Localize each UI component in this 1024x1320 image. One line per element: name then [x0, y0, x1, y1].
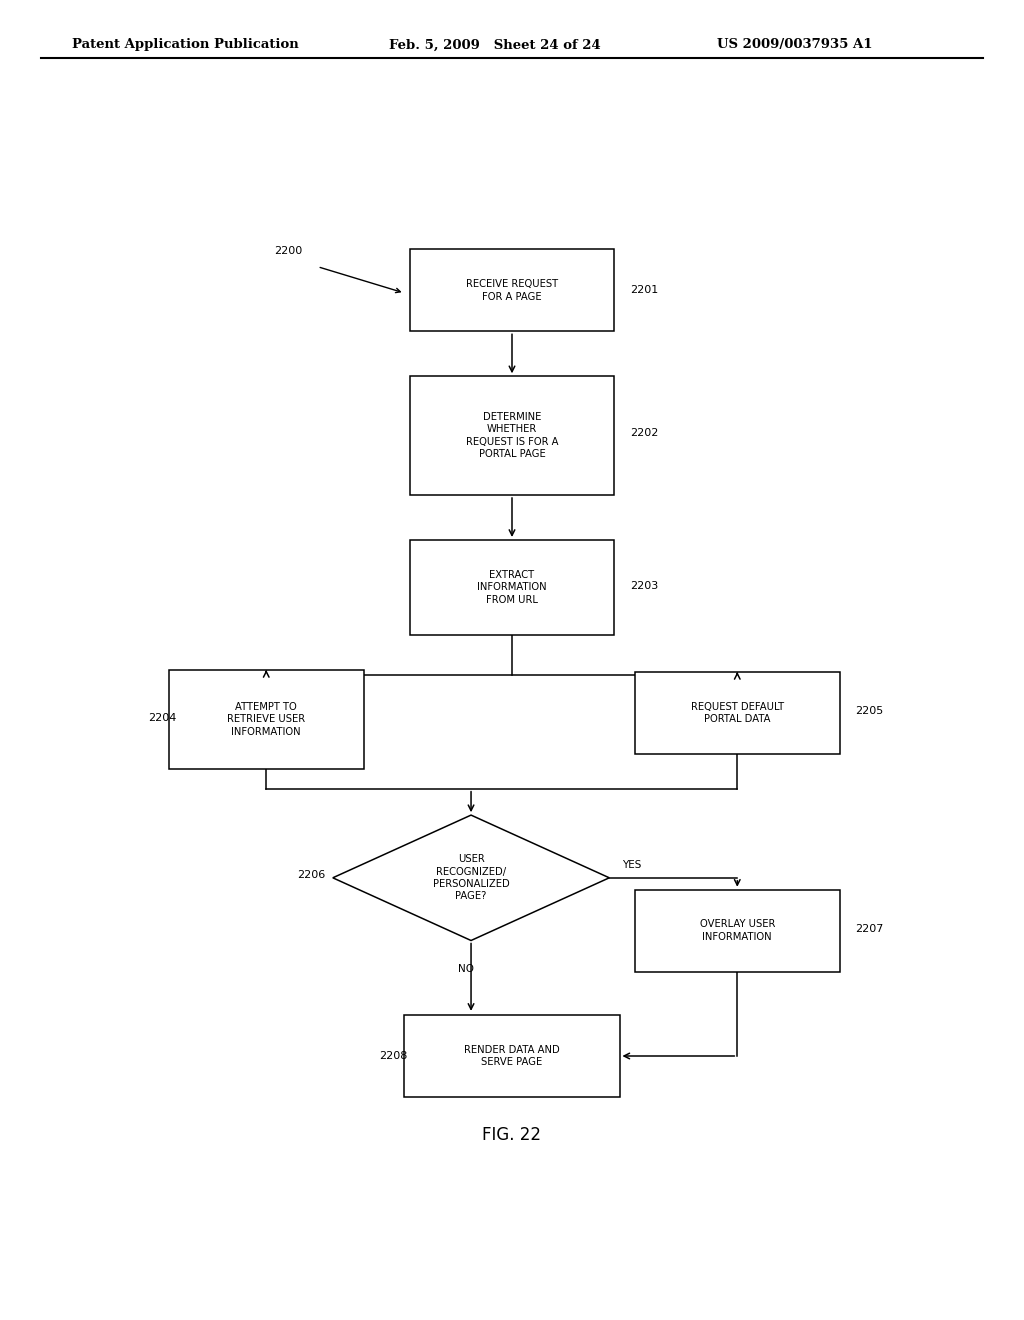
Bar: [635, 672, 840, 754]
Text: RECEIVE REQUEST
FOR A PAGE: RECEIVE REQUEST FOR A PAGE: [466, 280, 558, 301]
Text: 2201: 2201: [630, 285, 658, 296]
Text: Feb. 5, 2009   Sheet 24 of 24: Feb. 5, 2009 Sheet 24 of 24: [389, 38, 601, 51]
Text: 2200: 2200: [273, 246, 302, 256]
Text: DETERMINE
WHETHER
REQUEST IS FOR A
PORTAL PAGE: DETERMINE WHETHER REQUEST IS FOR A PORTA…: [466, 412, 558, 459]
Text: 2202: 2202: [630, 428, 658, 438]
Text: OVERLAY USER
INFORMATION: OVERLAY USER INFORMATION: [699, 920, 775, 941]
Bar: [169, 671, 364, 768]
Text: EXTRACT
INFORMATION
FROM URL: EXTRACT INFORMATION FROM URL: [477, 570, 547, 605]
Text: 2206: 2206: [297, 870, 326, 880]
Text: 2207: 2207: [855, 924, 884, 935]
Bar: [410, 249, 614, 331]
Text: RENDER DATA AND
SERVE PAGE: RENDER DATA AND SERVE PAGE: [464, 1045, 560, 1067]
Text: NO: NO: [458, 964, 474, 974]
Text: FIG. 22: FIG. 22: [482, 1126, 542, 1144]
Polygon shape: [333, 814, 609, 940]
Text: 2203: 2203: [630, 581, 658, 591]
Text: 2208: 2208: [379, 1051, 408, 1061]
Text: ATTEMPT TO
RETRIEVE USER
INFORMATION: ATTEMPT TO RETRIEVE USER INFORMATION: [227, 702, 305, 737]
Text: YES: YES: [622, 859, 641, 870]
Bar: [404, 1015, 620, 1097]
Text: Patent Application Publication: Patent Application Publication: [72, 38, 298, 51]
Text: USER
RECOGNIZED/
PERSONALIZED
PAGE?: USER RECOGNIZED/ PERSONALIZED PAGE?: [433, 854, 509, 902]
Bar: [635, 890, 840, 972]
Bar: [410, 376, 614, 495]
Text: 2204: 2204: [148, 713, 177, 723]
Text: REQUEST DEFAULT
PORTAL DATA: REQUEST DEFAULT PORTAL DATA: [691, 702, 783, 723]
Text: 2205: 2205: [855, 706, 884, 717]
Bar: [410, 540, 614, 635]
Text: US 2009/0037935 A1: US 2009/0037935 A1: [717, 38, 872, 51]
